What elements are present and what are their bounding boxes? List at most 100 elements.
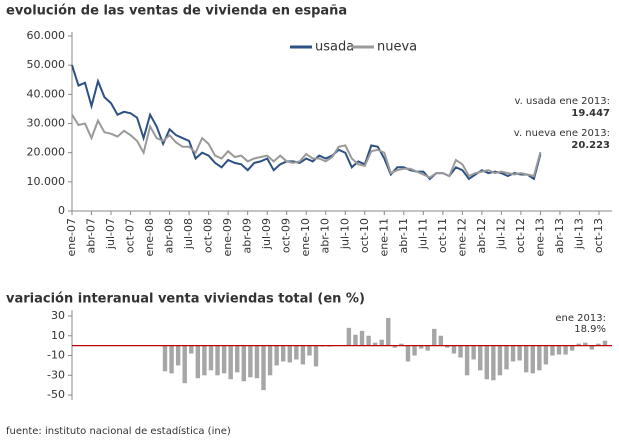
bar xyxy=(353,334,358,346)
y-tick-label: 10.000 xyxy=(27,175,66,188)
bar xyxy=(366,335,371,346)
bar xyxy=(313,345,319,367)
bar xyxy=(596,343,601,346)
x-tick-label: jul-11 xyxy=(416,218,429,250)
bar xyxy=(392,345,398,348)
bar xyxy=(189,345,194,354)
annotation: 19.447 xyxy=(571,108,610,119)
y-tick-label: -10 xyxy=(47,349,65,362)
legend-label: usada xyxy=(315,40,354,55)
bar xyxy=(182,345,187,384)
bar xyxy=(235,345,240,373)
bar xyxy=(583,342,588,346)
bar xyxy=(294,345,299,360)
x-tick-label: oct-07 xyxy=(124,218,137,253)
bar xyxy=(359,330,365,346)
bar xyxy=(589,345,595,350)
bar xyxy=(300,345,306,365)
bar xyxy=(602,340,608,346)
y-tick-label: 60.000 xyxy=(27,29,66,42)
bar xyxy=(281,345,286,362)
bar xyxy=(386,317,391,346)
bar xyxy=(523,345,529,373)
bar xyxy=(261,345,266,391)
y-tick-label: 20.000 xyxy=(27,146,66,159)
bar xyxy=(248,345,253,378)
x-tick-label: jul-10 xyxy=(338,218,351,250)
bar xyxy=(471,345,476,360)
y-tick-label: 10 xyxy=(51,329,65,342)
bar xyxy=(550,345,555,356)
x-tick-label: oct-09 xyxy=(280,218,293,253)
x-tick-label: abr-07 xyxy=(85,218,98,254)
bar xyxy=(569,345,575,351)
x-tick-label: oct-12 xyxy=(514,218,527,253)
chart-title: variación interanual venta viviendas tot… xyxy=(6,292,365,307)
y-tick-label: 40.000 xyxy=(27,87,66,100)
bar xyxy=(497,345,503,376)
bar xyxy=(307,345,312,356)
bar xyxy=(175,345,181,366)
x-tick-label: jul-09 xyxy=(260,218,273,250)
bar xyxy=(432,328,437,346)
x-tick-label: ene-13 xyxy=(533,218,546,256)
x-tick-label: jul-07 xyxy=(104,218,117,250)
bar xyxy=(241,345,247,382)
bar xyxy=(530,345,535,374)
x-tick-label: oct-08 xyxy=(202,218,215,253)
bar xyxy=(484,345,489,380)
y-tick-label: -50 xyxy=(47,388,65,401)
line-series xyxy=(71,114,542,179)
annotation: v. nueva ene 2013: xyxy=(514,128,610,139)
x-tick-label: ene-08 xyxy=(143,218,156,256)
legend-label: nueva xyxy=(377,40,417,55)
x-tick-label: oct-11 xyxy=(436,218,449,253)
x-tick-label: oct-10 xyxy=(358,218,371,253)
x-tick-label: jul-08 xyxy=(182,218,195,250)
bar xyxy=(215,345,220,376)
x-tick-label: ene-10 xyxy=(299,218,312,256)
bar xyxy=(169,345,174,374)
bar xyxy=(563,345,568,355)
bar xyxy=(254,345,260,379)
bar xyxy=(221,345,227,374)
annotation: 18.9% xyxy=(574,324,606,335)
y-tick-label: -30 xyxy=(47,368,65,381)
bar xyxy=(464,345,470,376)
bar xyxy=(504,345,509,370)
bar xyxy=(195,345,201,379)
y-tick-label: 30 xyxy=(51,309,65,322)
x-tick-label: jul-12 xyxy=(494,218,507,250)
x-tick-label: ene-09 xyxy=(221,218,234,256)
y-tick-label: 50.000 xyxy=(27,58,66,71)
bar xyxy=(438,335,444,346)
chart-title: evolución de las ventas de vivienda en e… xyxy=(6,4,347,19)
bar xyxy=(208,345,214,371)
bar xyxy=(274,345,279,366)
bar xyxy=(412,345,417,356)
bar xyxy=(405,345,411,362)
x-tick-label: ene-07 xyxy=(65,218,78,256)
x-tick-label: abr-13 xyxy=(553,218,566,254)
bar xyxy=(510,345,516,362)
bar xyxy=(372,342,378,346)
bar xyxy=(379,339,384,346)
x-tick-label: abr-12 xyxy=(475,218,488,254)
bar xyxy=(202,345,207,376)
bar xyxy=(425,345,430,351)
x-tick-label: ene-11 xyxy=(377,218,390,256)
bar xyxy=(445,345,450,348)
bar xyxy=(478,345,483,371)
y-tick-label: 0 xyxy=(58,204,65,217)
footer: fuente: instituto nacional de estadístic… xyxy=(6,425,231,437)
bar xyxy=(458,345,463,358)
annotation: 20.223 xyxy=(571,140,610,151)
bar xyxy=(556,345,562,355)
bar xyxy=(287,345,292,363)
x-tick-label: ene-12 xyxy=(455,218,468,256)
x-tick-label: abr-10 xyxy=(319,218,332,254)
x-tick-label: jul-13 xyxy=(572,218,585,250)
x-tick-label: abr-09 xyxy=(241,218,254,254)
bar xyxy=(537,345,542,371)
bar xyxy=(517,345,522,361)
